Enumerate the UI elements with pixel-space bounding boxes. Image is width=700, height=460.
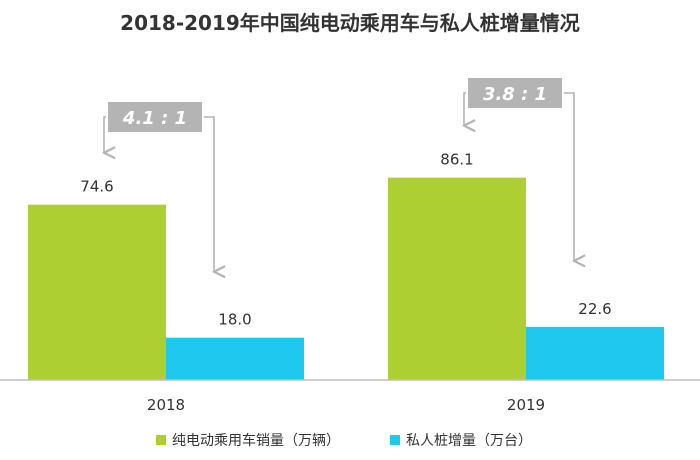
x-tick-label-2019: 2019	[507, 396, 545, 414]
legend-swatch-series-1	[156, 435, 166, 445]
bar-2018-series-2	[166, 337, 304, 380]
ratio-box-2018	[106, 100, 204, 134]
data-label-2018-series-2: 18.0	[218, 311, 251, 329]
ratio-box-2019	[466, 76, 564, 110]
data-label-2019-series-1: 86.1	[440, 151, 473, 169]
legend-label-series-1: 纯电动乘用车销量（万辆）	[172, 432, 340, 449]
bar-2019-series-2	[526, 326, 664, 380]
plot-area: 74.6 18.0 2018 86.1 22.6 2019 4.1 : 1 3.8 : 1	[0, 76, 700, 414]
ratio-label-2019: 3.8 : 1	[483, 84, 547, 105]
ratio-label-2018: 4.1 : 1	[122, 108, 187, 129]
data-label-2019-series-2: 22.6	[578, 300, 611, 318]
ratio-arrow-right-2019	[563, 92, 574, 261]
legend: 纯电动乘用车销量（万辆） 私人桩增量（万台）	[156, 432, 532, 449]
chart-title: 2018-2019年中国纯电动乘用车与私人桩增量情况	[120, 11, 580, 35]
data-label-2018-series-1: 74.6	[80, 178, 113, 196]
legend-label-series-2: 私人桩增量（万台）	[406, 432, 532, 449]
bar-2019-series-1	[388, 177, 526, 380]
x-tick-label-2018: 2018	[147, 396, 185, 414]
legend-swatch-series-2	[390, 435, 400, 445]
ratio-arrow-right-2018	[203, 116, 214, 272]
bar-2018-series-1	[28, 204, 166, 380]
